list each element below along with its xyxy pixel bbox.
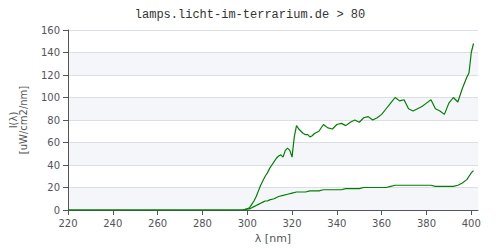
- svg-text:320: 320: [282, 218, 301, 229]
- svg-text:[uW/cm2/nm]: [uW/cm2/nm]: [18, 86, 29, 155]
- svg-text:300: 300: [238, 218, 257, 229]
- svg-text:340: 340: [327, 218, 346, 229]
- svg-text:260: 260: [148, 218, 167, 229]
- svg-text:220: 220: [58, 218, 77, 229]
- svg-text:240: 240: [103, 218, 122, 229]
- svg-text:120: 120: [41, 70, 60, 81]
- svg-text:0: 0: [54, 205, 60, 216]
- svg-text:280: 280: [193, 218, 212, 229]
- svg-text:160: 160: [41, 25, 60, 36]
- svg-text:20: 20: [47, 182, 60, 193]
- svg-text:I(λ): I(λ): [7, 111, 19, 129]
- svg-text:λ [nm]: λ [nm]: [255, 232, 291, 245]
- svg-text:380: 380: [417, 218, 436, 229]
- svg-text:60: 60: [47, 137, 60, 148]
- svg-text:400: 400: [462, 218, 481, 229]
- svg-text:140: 140: [41, 47, 60, 58]
- svg-text:40: 40: [47, 160, 60, 171]
- svg-text:360: 360: [372, 218, 391, 229]
- svg-text:80: 80: [47, 115, 60, 126]
- svg-text:100: 100: [41, 92, 60, 103]
- svg-text:lamps.licht-im-terrarium.de >: lamps.licht-im-terrarium.de > 80: [135, 8, 365, 22]
